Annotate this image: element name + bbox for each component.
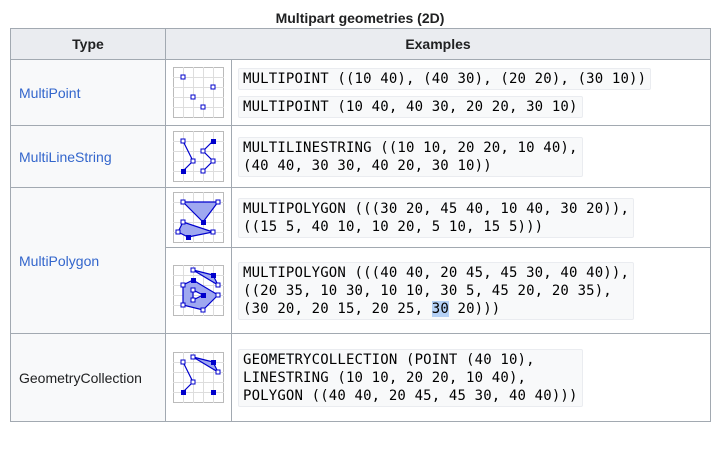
- geometrycollection-figure-icon[interactable]: [173, 352, 224, 403]
- multilinestring-link[interactable]: MultiLineString: [19, 148, 112, 165]
- table-row: MultiLineString MULTILINESTRING ((10 10,…: [10, 125, 711, 188]
- wkt-example: MULTIPOLYGON (((30 20, 45 40, 10 40, 30 …: [238, 197, 635, 238]
- type-cell: MultiPolygon: [10, 187, 166, 334]
- wkt-line: MULTILINESTRING ((10 10, 20 20, 10 40),: [243, 139, 578, 156]
- selected-text[interactable]: 30: [431, 300, 449, 317]
- examples-cell: GEOMETRYCOLLECTION (POINT (40 10), LINEST…: [231, 333, 711, 422]
- wkt-line: (40 40, 30 30, 40 20, 30 10)): [243, 157, 492, 174]
- examples-cell: MULTIPOLYGON (((40 40, 20 45, 45 30, 40 …: [231, 247, 711, 334]
- figure-cell: [165, 125, 232, 188]
- wkt-line: MULTIPOLYGON (((30 20, 45 40, 10 40, 30 …: [243, 200, 630, 217]
- table-row: MultiPoint MULTIPOINT ((10 40), (40 30),…: [10, 59, 711, 126]
- multipolygon-holes-figure-icon[interactable]: [173, 265, 224, 316]
- type-cell: GeometryCollection: [10, 333, 166, 422]
- multipolygon-link[interactable]: MultiPolygon: [19, 252, 100, 269]
- multipolygon-figure-icon[interactable]: [173, 192, 224, 243]
- wkt-line: GEOMETRYCOLLECTION (POINT (40 10),: [243, 351, 535, 368]
- wkt-example: MULTILINESTRING ((10 10, 20 20, 10 40),(…: [238, 136, 583, 177]
- table-row: GeometryCollection GEOMETRYCOLLECTION (P…: [10, 333, 711, 422]
- wkt-example: MULTIPOINT ((10 40), (40 30), (20 20), (…: [238, 67, 652, 90]
- figure-cell: [165, 187, 232, 248]
- multipoint-figure-icon[interactable]: [173, 67, 224, 118]
- wkt-line: ((15 5, 40 10, 10 20, 5 10, 15 5))): [243, 218, 544, 235]
- figure-cell: [165, 247, 232, 334]
- examples-cell: MULTIPOLYGON (((30 20, 45 40, 10 40, 30 …: [231, 187, 711, 248]
- table-row: MultiPolygon MULTIPOLYGON (((30 20, 45 4…: [10, 187, 711, 334]
- table-caption: Multipart geometries (2D): [275, 10, 445, 26]
- header-row: Type Examples: [10, 28, 711, 60]
- wkt-example: MULTIPOLYGON (((40 40, 20 45, 45 30, 40 …: [238, 261, 635, 320]
- table-row: MULTIPOLYGON (((40 40, 20 45, 45 30, 40 …: [11, 247, 711, 334]
- type-cell: MultiLineString: [10, 125, 166, 188]
- wkt-line: POLYGON ((40 40, 20 45, 45 30, 40 40))): [243, 387, 578, 404]
- examples-cell: MULTILINESTRING ((10 10, 20 20, 10 40),(…: [231, 125, 711, 188]
- wkt-line: (30 20, 20 15, 20 25,: [243, 300, 432, 317]
- multipoint-link[interactable]: MultiPoint: [19, 84, 81, 101]
- type-cell: MultiPoint: [10, 59, 166, 126]
- geometrycollection-label: GeometryCollection: [19, 369, 142, 386]
- geometries-table: Type Examples MultiPoint MULTIPOINT ((10…: [10, 28, 711, 422]
- wkt-line: ((20 35, 10 30, 10 10, 30 5, 45 20, 20 3…: [243, 282, 612, 299]
- wkt-line-end: 20))): [448, 300, 501, 317]
- figure-cell: [165, 59, 232, 126]
- wkt-example: MULTIPOINT (10 40, 40 30, 20 20, 30 10): [238, 95, 583, 118]
- wkt-line: LINESTRING (10 10, 20 20, 10 40),: [243, 369, 527, 386]
- wkt-example: GEOMETRYCOLLECTION (POINT (40 10), LINEST…: [238, 348, 583, 407]
- header-type: Type: [10, 28, 166, 60]
- multilinestring-figure-icon[interactable]: [173, 131, 224, 182]
- wkt-line: MULTIPOLYGON (((40 40, 20 45, 45 30, 40 …: [243, 264, 630, 281]
- figure-cell: [165, 333, 232, 422]
- examples-cell: MULTIPOINT ((10 40), (40 30), (20 20), (…: [231, 59, 711, 126]
- header-examples: Examples: [165, 28, 711, 60]
